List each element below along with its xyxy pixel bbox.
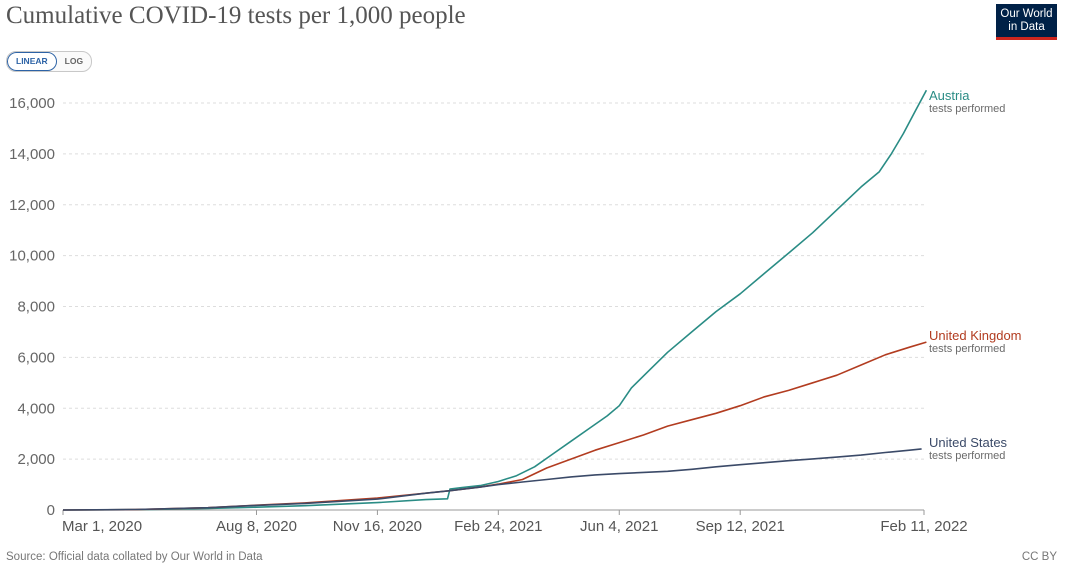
scale-toggle: LINEAR LOG <box>6 51 93 72</box>
y-tick-label: 14,000 <box>9 146 55 163</box>
series-label-austria[interactable]: Austria <box>929 88 970 103</box>
log-scale-button[interactable]: LOG <box>64 56 84 66</box>
series-label-united-states[interactable]: United States <box>929 435 1008 450</box>
owid-logo[interactable]: Our World in Data <box>996 4 1057 40</box>
logo-line-2: in Data <box>1008 21 1045 33</box>
linear-scale-button[interactable]: LINEAR <box>7 52 57 71</box>
y-tick-label: 2,000 <box>17 451 55 468</box>
x-tick-label: Aug 8, 2020 <box>216 518 297 535</box>
y-tick-label: 8,000 <box>17 299 55 316</box>
series-label-united-kingdom[interactable]: United Kingdom <box>929 328 1022 343</box>
y-tick-label: 10,000 <box>9 248 55 265</box>
license-label[interactable]: CC BY <box>1021 551 1057 563</box>
y-tick-label: 4,000 <box>17 400 55 417</box>
series-sublabel: tests performed <box>929 103 1005 115</box>
y-tick-label: 16,000 <box>9 95 55 112</box>
x-tick-label: Nov 16, 2020 <box>333 518 422 535</box>
logo-line-1: Our World <box>1000 8 1053 20</box>
x-tick-label: Feb 24, 2021 <box>454 518 542 535</box>
x-tick-label: Jun 4, 2021 <box>580 518 658 535</box>
series-line-united-states[interactable] <box>62 448 922 511</box>
y-tick-label: 6,000 <box>17 349 55 366</box>
source-note: Source: Official data collated by Our Wo… <box>6 551 263 563</box>
series-line-austria[interactable] <box>62 89 928 511</box>
x-tick-label: Feb 11, 2022 <box>880 518 967 535</box>
x-tick-label: Mar 1, 2020 <box>62 518 142 535</box>
chart-title: Cumulative COVID-19 tests per 1,000 peop… <box>6 2 466 29</box>
y-tick-label: 0 <box>47 502 55 519</box>
series-sublabel: tests performed <box>929 450 1005 462</box>
x-tick-label: Sep 12, 2021 <box>696 518 785 535</box>
y-tick-label: 12,000 <box>9 197 55 214</box>
series-sublabel: tests performed <box>929 343 1005 355</box>
